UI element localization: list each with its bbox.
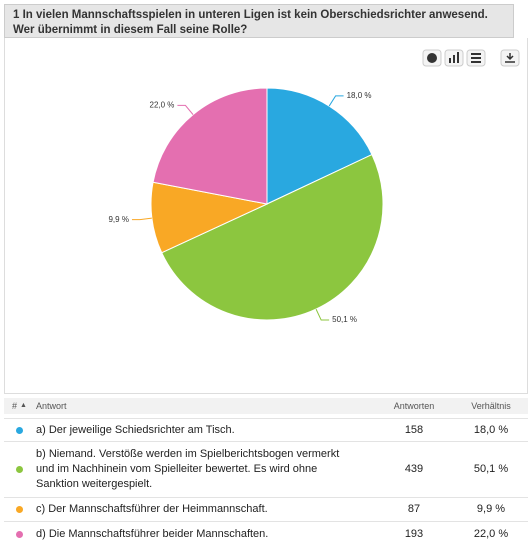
toolbar [422,49,520,67]
answer-ratio: 22,0 % [473,527,509,540]
leader-line [328,95,344,107]
question-title: 1 In vielen Mannschaftsspielen in untere… [4,4,514,38]
legend-dot [16,530,23,538]
answer-text: c) Der Mannschaftsführer der Heimmannsch… [36,503,268,515]
leader-line [177,104,194,115]
answer-ratio: 18,0 % [473,423,509,436]
pie-slice [266,87,373,205]
table-row: c) Der Mannschaftsführer der Heimmannsch… [4,497,528,521]
data-label: 22,0 % [150,100,175,109]
pie-slice [152,87,268,205]
answer-text: d) Die Mannschaftsführer beider Mannscha… [36,527,269,540]
answer-count: 87 [407,503,421,515]
pie-slice [161,153,384,321]
table-header: # ▲ Antwort Antworten Verhältnis [4,398,528,414]
answer-count: 439 [404,463,424,475]
header-cell: Antwort [36,401,67,411]
data-label: 9,9 % [108,215,128,224]
chart: 18,0 % 50,1 % 9,9 % 22,0 % [108,49,520,324]
data-label: 18,0 % [347,91,372,100]
data-label: 50,1 % [332,315,357,324]
header-cell: Verhältnis [471,401,511,411]
answer-count: 158 [404,423,424,436]
table-row: a) Der jeweilige Schiedsrichter am Tisch… [4,418,528,441]
sort-icon[interactable]: ▲ [20,402,27,409]
leader-line [131,217,152,221]
pie-slice [150,181,269,254]
answer-text: b) Niemand. Verstöße werden im Spielberi… [36,448,340,490]
table-row: b) Niemand. Verstöße werden im Spielberi… [4,441,528,497]
answer-ratio: 9,9 % [476,503,506,515]
answer-count: 193 [404,527,424,540]
leader-line [315,308,330,321]
legend-dot [16,466,23,473]
answer-text: a) Der jeweilige Schiedsrichter am Tisch… [36,423,235,436]
legend-dot [16,426,23,434]
answer-ratio: 50,1 % [473,463,509,475]
header-cell: Antworten [393,401,435,411]
table-row: d) Die Mannschaftsführer beider Mannscha… [4,521,528,546]
legend-dot [16,506,23,513]
header-cell: # [12,401,18,411]
chart-area: 18,0 % 50,1 % 9,9 % 22,0 % [4,38,528,394]
